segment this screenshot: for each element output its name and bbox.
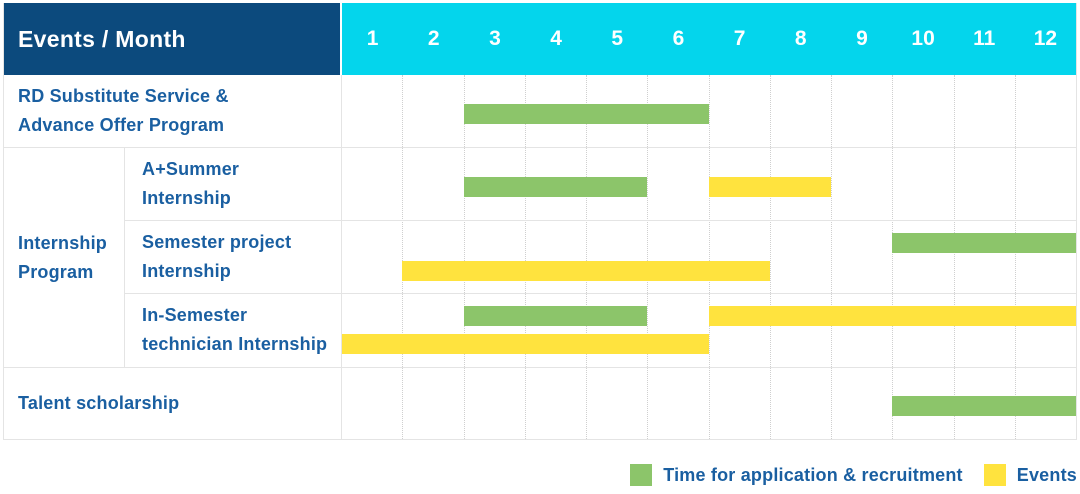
month-gridline [524,75,526,439]
header-title: Events / Month [18,25,186,52]
row-label-line: Semester project [142,231,292,252]
month-label-11: 11 [973,27,996,50]
header-events-month-cell: Events / Month [4,3,340,75]
green-swatch-icon [630,464,653,486]
row-label: Semester project Internship [4,220,341,293]
table-row: Semester project Internship [4,220,1076,293]
row-label-line: Advance Offer Program [18,115,225,135]
header-divider [340,3,342,75]
group-label: Internship Program [18,232,108,282]
month-label-2: 2 [427,27,440,50]
month-label-4: 4 [550,27,562,50]
month-label-7: 7 [733,27,746,50]
month-label-9: 9 [856,27,868,50]
row-label-line: Talent scholarship [18,392,180,413]
month-label-1: 1 [366,27,379,50]
row-label: A+Summer Internship [4,147,341,220]
bar-event [402,261,770,281]
month-gridline [892,75,894,439]
legend-label: Time for application & recruitment [663,464,963,485]
month-gridline [1014,75,1016,439]
month-gridline [708,75,710,439]
month-label-6: 6 [672,27,685,50]
month-gridline [402,75,404,439]
bar-application [892,396,1076,416]
group-cell-internship-program: Internship Program [4,148,125,367]
row-separator [4,367,1076,368]
row-label: In-Semester technician Internship [4,293,341,367]
bar-event [708,177,831,197]
bar-event [708,306,1076,326]
month-gridline [586,75,587,439]
month-gridline [831,75,832,439]
row-separator [4,220,1076,221]
bar-application [463,104,709,124]
month-label-8: 8 [794,27,807,50]
month-gridline [463,75,465,439]
bar-application [892,233,1076,253]
row-label: Talent scholarship [4,367,341,439]
month-label-10: 10 [911,27,935,50]
legend-item-event: Events [983,464,1077,486]
row-label-line: technician Internship [142,334,328,354]
label-grid-separator [341,75,342,439]
row-bar-zone [341,147,1076,220]
legend-label: Events [1016,464,1077,485]
row-label-line: Internship [142,260,232,281]
table-header: Events / Month 1 2 3 4 5 6 7 8 9 10 11 12 [4,3,1076,75]
header-months-strip: 1 2 3 4 5 6 7 8 9 10 11 12 [342,3,1076,75]
row-bar-zone [341,367,1076,439]
month-label-5: 5 [611,27,624,50]
table-row: RD Substitute Service & Advance Offer Pro… [4,75,1076,147]
row-label-line: In-Semester [142,305,248,325]
row-separator [4,147,1076,148]
table-row: Talent scholarship [4,367,1076,439]
row-bar-zone [341,75,1076,147]
events-table: Events / Month 1 2 3 4 5 6 7 8 9 10 11 12 RD Substi… [3,3,1077,440]
month-gridline [953,75,955,439]
month-label-12: 12 [1033,27,1058,50]
table-body: RD Substitute Service & Advance Offer Pro… [4,75,1076,439]
row-label-line: A+Summer [142,158,240,179]
yellow-swatch-icon [983,464,1006,486]
bar-application [463,177,648,197]
table-row: In-Semester technician Internship [4,293,1076,367]
row-label-line: Internship [142,187,232,208]
month-gridline [769,75,771,439]
month-gridlines [341,75,1076,439]
legend: Time for application & recruitment Events [630,460,1077,490]
month-gridline [647,75,649,439]
row-bar-zone [341,220,1076,293]
row-label: RD Substitute Service & Advance Offer Pro… [4,75,341,147]
table-row: A+Summer Internship [4,147,1076,220]
bar-application [463,306,648,326]
row-bar-zone [341,293,1076,367]
bar-event [341,334,709,354]
month-label-3: 3 [489,27,501,50]
row-separator [4,293,1076,294]
row-label-line: RD Substitute Service & [18,86,229,106]
legend-item-application: Time for application & recruitment [630,464,963,486]
